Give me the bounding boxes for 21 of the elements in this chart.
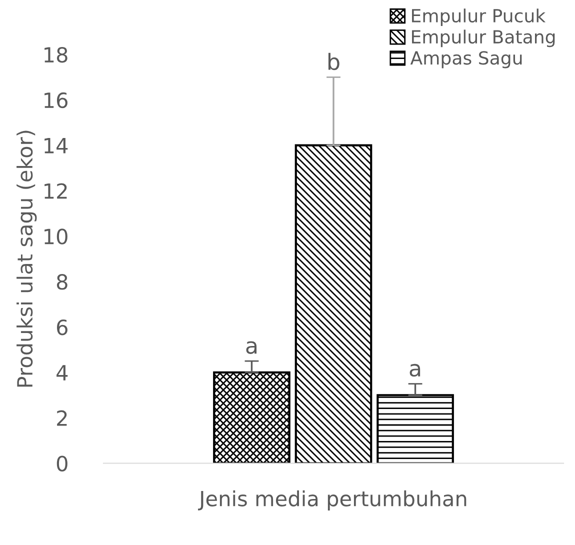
annotation: a: [410, 364, 420, 377]
y-tick-label: 16: [44, 92, 68, 108]
annotation: a: [246, 341, 257, 354]
annotation: b: [328, 52, 340, 70]
legend-label: Ampas Sagu: [410, 51, 522, 68]
y-tick-label: 12: [44, 183, 67, 199]
y-tick-label: 10: [44, 228, 68, 244]
y-tick-label: 8: [56, 274, 68, 290]
bar: [213, 371, 290, 464]
x-axis-title: Jenis media pertumbuhan: [198, 490, 466, 510]
y-tick-label: 14: [44, 138, 68, 154]
y-tick-label: 2: [57, 410, 67, 426]
y-tick-label: 18: [44, 46, 68, 63]
y-tick-label: 0: [56, 456, 68, 472]
y-tick-label: 4: [56, 365, 68, 380]
legend-label: Empulur Batang: [412, 30, 555, 48]
legend-label: Empulur Pucuk: [412, 8, 546, 26]
bar: [294, 144, 372, 464]
y-axis-title: Produksi ulat sagu (ekor): [16, 130, 37, 387]
bar: [376, 394, 454, 464]
y-tick-label: 6: [56, 319, 68, 336]
